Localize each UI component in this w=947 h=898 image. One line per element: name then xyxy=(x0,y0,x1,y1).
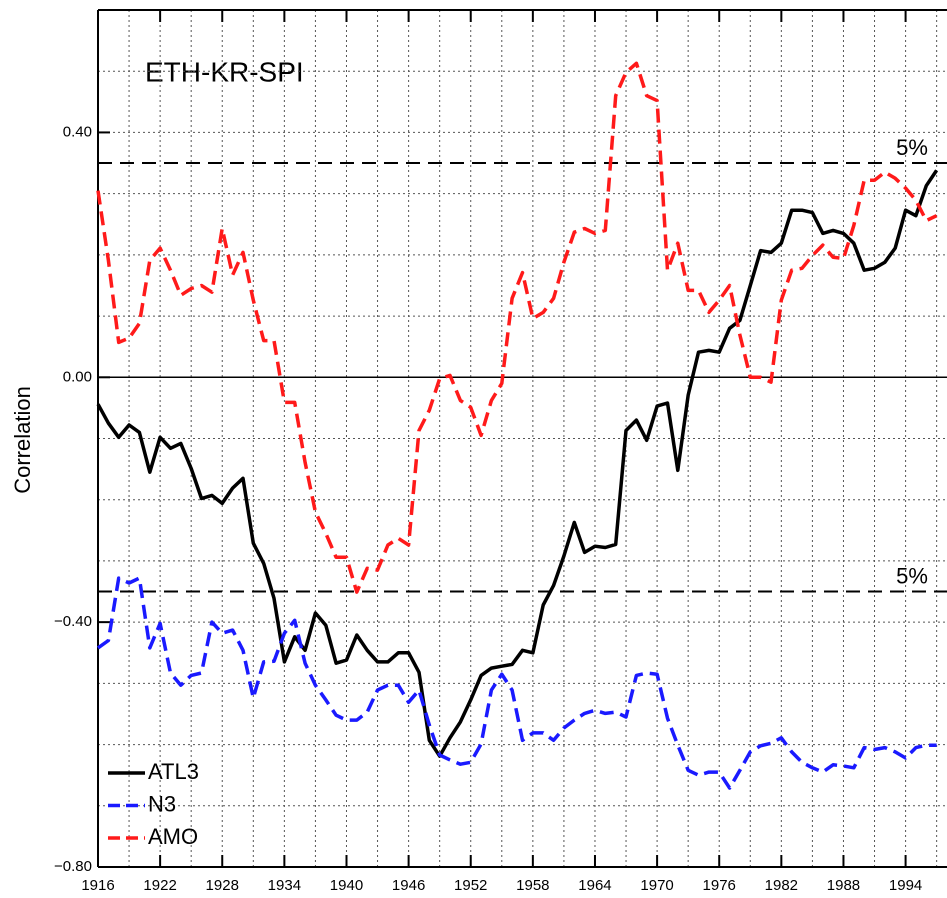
legend-label: N3 xyxy=(148,791,176,816)
x-tick-label: 1940 xyxy=(330,877,363,894)
x-tick-label: 1934 xyxy=(268,877,301,894)
x-tick-label: 1970 xyxy=(640,877,673,894)
reference-label: 5% xyxy=(896,563,928,588)
y-tick-label: −0.80 xyxy=(54,858,92,875)
series-line xyxy=(96,576,937,790)
x-tick-label: 1952 xyxy=(454,877,487,894)
x-tick-label: 1958 xyxy=(516,877,549,894)
x-tick-label: 1928 xyxy=(206,877,239,894)
series-line xyxy=(96,61,938,594)
x-tick-label: 1982 xyxy=(765,877,798,894)
legend-label: AMO xyxy=(148,824,198,849)
y-axis-label: Correlation xyxy=(10,386,35,494)
legend-label: ATL3 xyxy=(148,759,199,784)
series-line xyxy=(96,169,939,758)
x-tick-label: 1976 xyxy=(703,877,736,894)
x-tick-label: 1922 xyxy=(143,877,176,894)
chart-title: ETH-KR-SPI xyxy=(145,56,304,87)
y-tick-label: 0.40 xyxy=(63,123,92,140)
y-tick-label: 0.00 xyxy=(63,368,92,385)
x-tick-label: 1964 xyxy=(578,877,611,894)
x-tick-label: 1916 xyxy=(81,877,114,894)
x-tick-label: 1988 xyxy=(827,877,860,894)
y-tick-label: −0.40 xyxy=(54,613,92,630)
x-tick-label: 1994 xyxy=(889,877,922,894)
reference-label: 5% xyxy=(896,135,928,160)
x-tick-label: 1946 xyxy=(392,877,425,894)
